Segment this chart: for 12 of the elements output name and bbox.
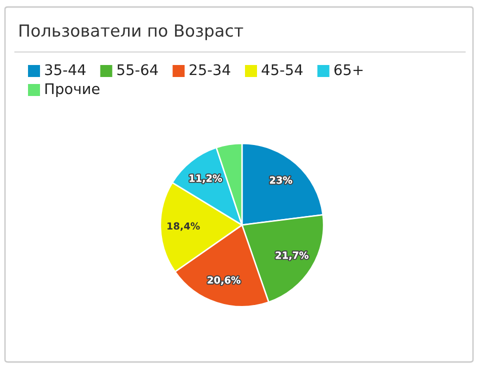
data-label: 18,4% xyxy=(168,222,200,231)
data-label: 21,7% xyxy=(276,251,308,260)
legend-label: 45-54 xyxy=(262,64,303,76)
legend-label: 55-64 xyxy=(117,64,158,76)
legend-label: Прочие xyxy=(45,83,100,98)
data-label: 20,6% xyxy=(208,276,240,285)
chart-title: Пользователи по Возраст xyxy=(20,24,244,40)
data-label: 11,2% xyxy=(190,174,222,184)
data-label: 23% xyxy=(270,176,292,184)
legend-label: 35-44 xyxy=(45,64,86,76)
legend-label: 25-34 xyxy=(190,64,230,76)
legend-label: 65+ xyxy=(334,64,363,76)
